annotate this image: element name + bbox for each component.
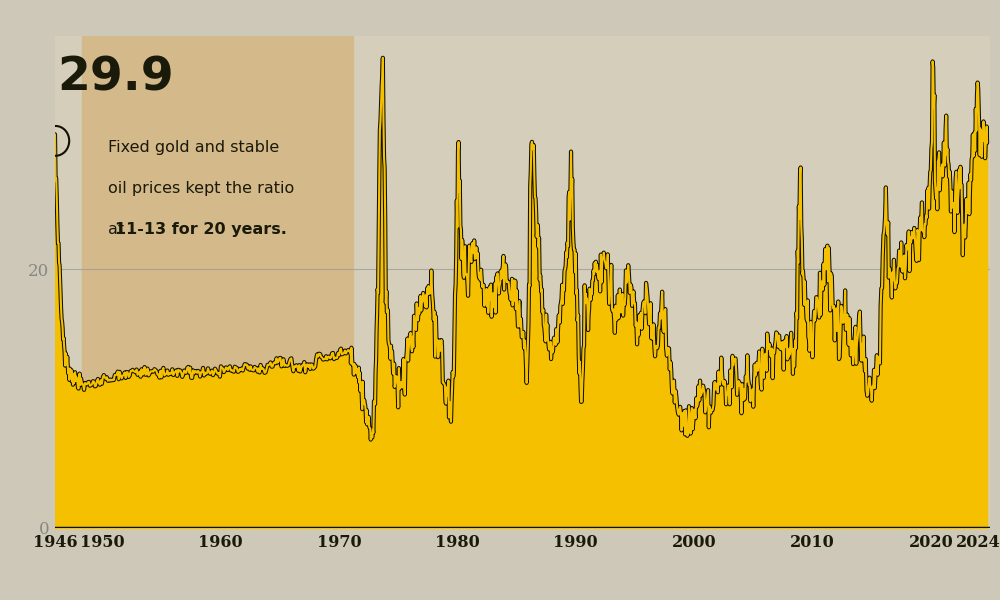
Text: oil prices kept the ratio: oil prices kept the ratio [108,181,295,196]
Text: at: at [108,223,130,238]
Text: 11-13 for 20 years.: 11-13 for 20 years. [115,223,287,238]
Bar [82,36,353,528]
Text: 29.9: 29.9 [57,55,174,100]
Text: Fixed gold and stable: Fixed gold and stable [108,140,280,155]
